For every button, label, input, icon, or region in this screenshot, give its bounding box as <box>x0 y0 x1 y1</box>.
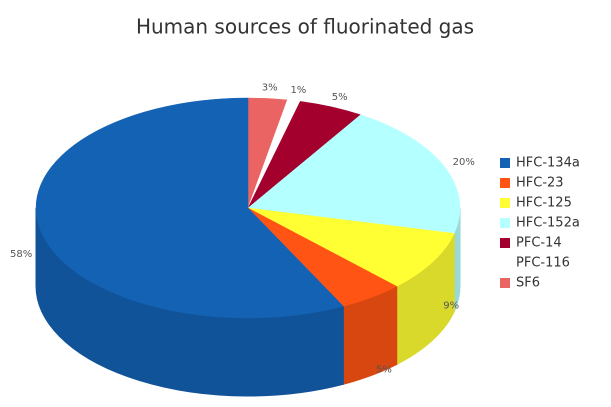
legend-swatch <box>500 158 510 168</box>
data-label: 1% <box>290 85 306 96</box>
data-label: 3% <box>262 83 278 94</box>
legend-label: HFC-134a <box>516 156 580 171</box>
data-label: 58% <box>10 249 32 260</box>
legend-label: PFC-116 <box>516 256 570 271</box>
pie-slice <box>247 114 461 234</box>
legend-swatch <box>500 198 510 208</box>
legend-swatch <box>500 238 510 248</box>
legend-swatch <box>500 178 510 188</box>
data-label: 20% <box>453 157 475 168</box>
legend-label: HFC-125 <box>516 196 572 211</box>
data-label: 5% <box>376 365 392 376</box>
legend-label: SF6 <box>516 276 540 291</box>
legend-label: HFC-23 <box>516 176 564 191</box>
pie-slice <box>35 97 344 319</box>
data-label: 5% <box>332 92 348 103</box>
chart-title: Human sources of fluorinated gas <box>136 15 474 39</box>
legend-label: HFC-152a <box>516 216 580 231</box>
legend-swatch <box>500 258 510 268</box>
legend-swatch <box>500 218 510 228</box>
legend-swatch <box>500 278 510 288</box>
pie-slice <box>247 207 455 287</box>
legend-label: PFC-14 <box>516 236 562 251</box>
data-label: 9% <box>443 301 459 312</box>
